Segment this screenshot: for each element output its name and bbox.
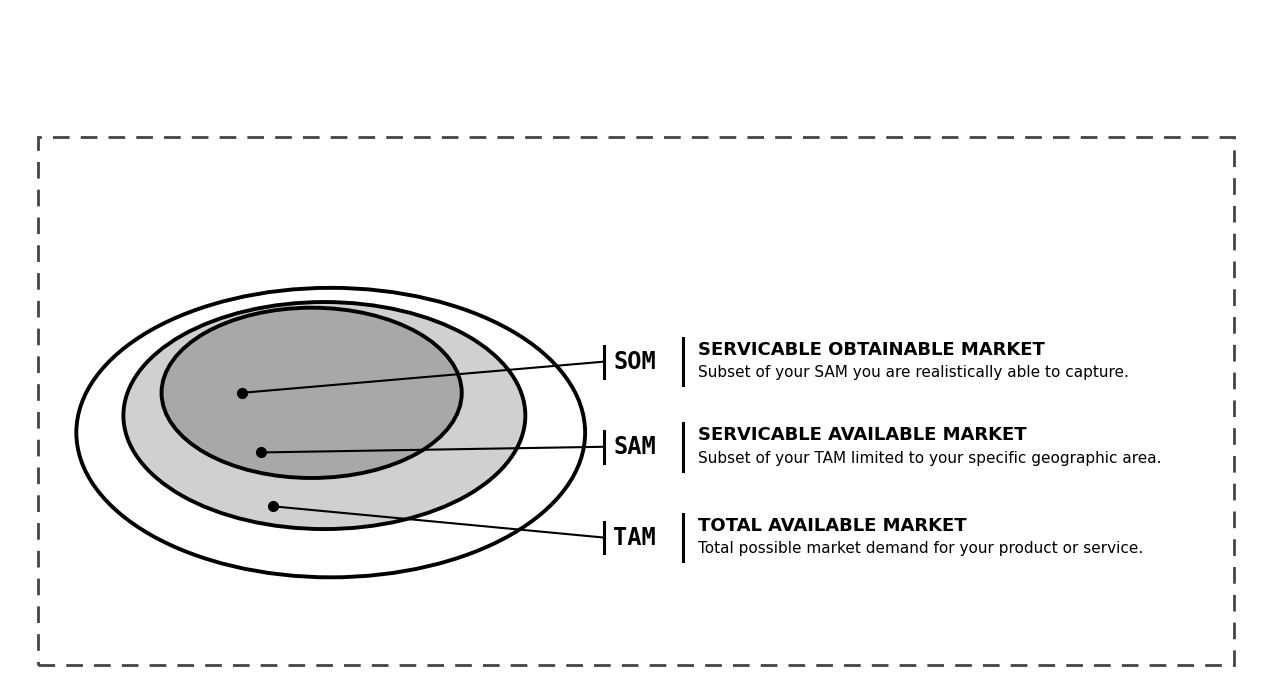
Text: TAM-SAM-SOM: TAM-SAM-SOM	[397, 25, 875, 95]
Text: Subset of your SAM you are realistically able to capture.: Subset of your SAM you are realistically…	[698, 365, 1130, 380]
Text: TAM: TAM	[613, 526, 656, 550]
Text: SERVICABLE OBTAINABLE MARKET: SERVICABLE OBTAINABLE MARKET	[698, 341, 1046, 359]
Text: Subset of your TAM limited to your specific geographic area.: Subset of your TAM limited to your speci…	[698, 451, 1161, 466]
Ellipse shape	[123, 302, 525, 529]
Ellipse shape	[162, 308, 462, 478]
Text: SOM: SOM	[613, 350, 656, 374]
Text: TOTAL AVAILABLE MARKET: TOTAL AVAILABLE MARKET	[698, 517, 967, 535]
Text: Total possible market demand for your product or service.: Total possible market demand for your pr…	[698, 541, 1144, 557]
Ellipse shape	[76, 288, 585, 577]
Text: SAM: SAM	[613, 435, 656, 459]
Text: SERVICABLE AVAILABLE MARKET: SERVICABLE AVAILABLE MARKET	[698, 427, 1027, 444]
